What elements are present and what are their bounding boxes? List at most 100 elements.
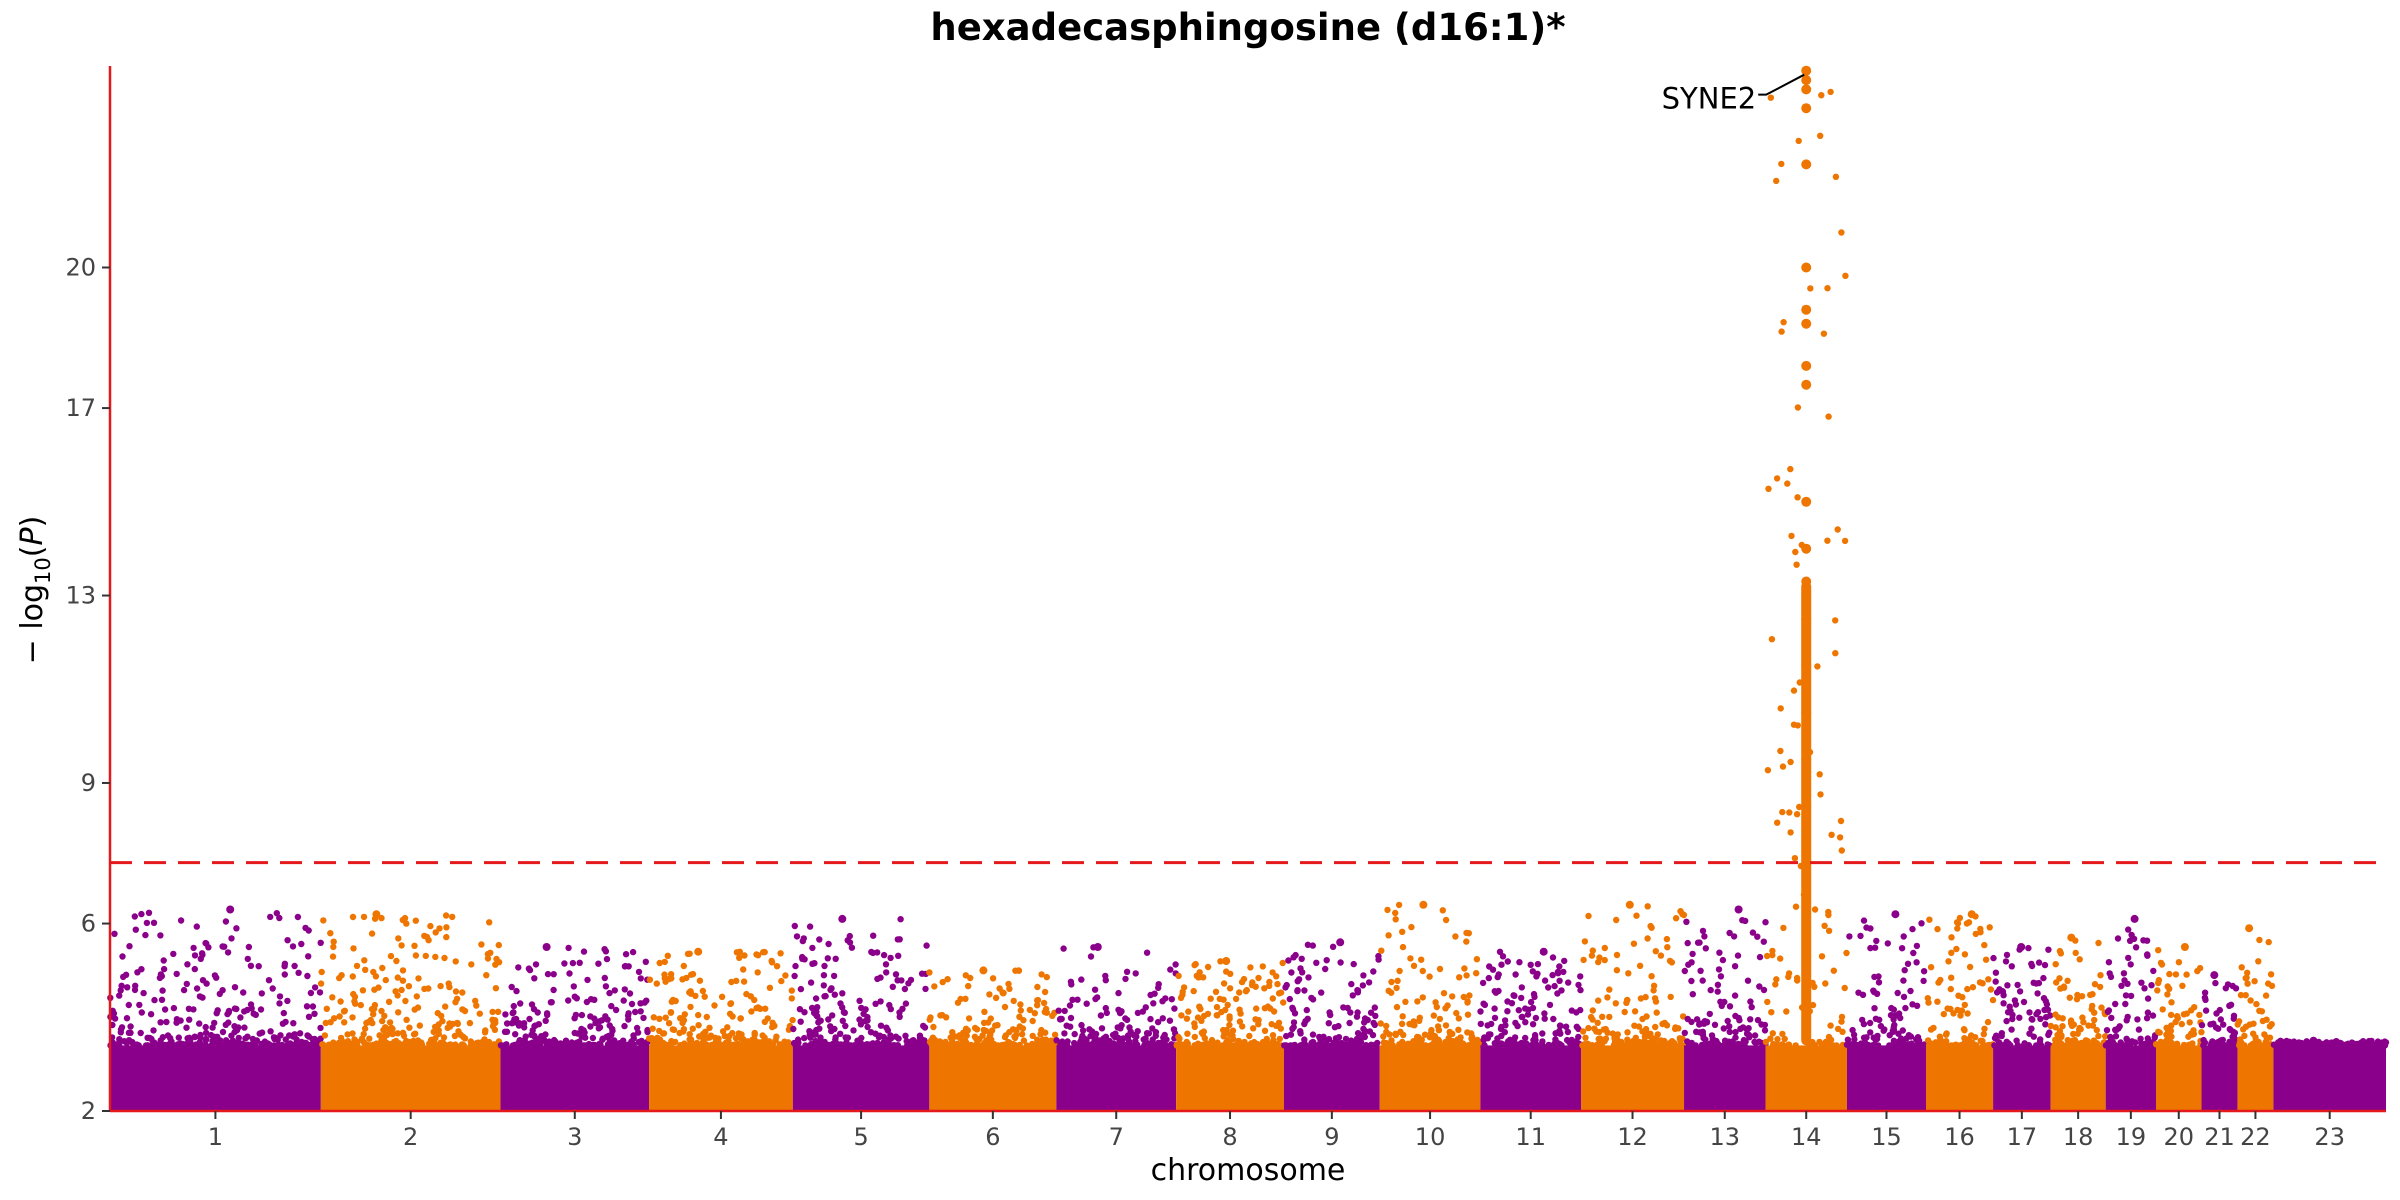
snp-point <box>629 948 637 956</box>
snp-point <box>937 1012 944 1019</box>
snp-point <box>307 989 315 997</box>
snp-top-point <box>2067 933 2076 942</box>
snp-point <box>2166 970 2173 978</box>
snp-point <box>718 1042 725 1049</box>
snp-point <box>661 958 668 966</box>
snp-point <box>922 985 929 993</box>
snp-point <box>2120 970 2128 977</box>
snp-point <box>1838 1013 1846 1021</box>
snp-point <box>1861 1040 1869 1048</box>
snp-point <box>2230 1032 2238 1039</box>
snp-point <box>901 985 909 993</box>
snp-point <box>544 970 552 978</box>
snp-point <box>1361 1015 1369 1022</box>
snp-point <box>622 951 630 958</box>
snp-top-point <box>372 910 381 919</box>
snp-point <box>686 1031 693 1038</box>
snp-point <box>1377 1020 1384 1027</box>
snp-point <box>885 1040 892 1047</box>
snp-point <box>701 993 708 1000</box>
snp-point <box>2000 1000 2007 1007</box>
snp-point <box>1698 1041 1706 1049</box>
snp-point <box>1760 938 1768 945</box>
snp-point <box>282 1018 289 1026</box>
snp-point <box>233 925 240 932</box>
snp-point <box>227 1039 234 1047</box>
snp-point <box>1809 1001 1817 1009</box>
snp-point <box>559 1041 566 1049</box>
snp-point <box>1601 956 1608 964</box>
snp-point <box>329 953 337 960</box>
snp-point <box>2025 1042 2033 1049</box>
snp-point <box>1985 976 1992 983</box>
snp-point <box>255 963 262 970</box>
chromosome-7-points <box>1053 943 1179 1111</box>
snp-point <box>242 1035 249 1042</box>
peak-point <box>1801 543 1812 554</box>
snp-point <box>2028 1025 2035 1032</box>
snp-point <box>492 1041 499 1048</box>
snp-point <box>150 1027 157 1034</box>
snp-point <box>1289 1006 1297 1013</box>
snp-point <box>327 1019 334 1026</box>
snp-point <box>1102 1004 1110 1012</box>
snp-point <box>1418 1036 1426 1044</box>
snp-point <box>1715 966 1723 973</box>
snp-point <box>322 1019 329 1027</box>
snp-point <box>1567 1040 1575 1048</box>
snp-point <box>1998 1032 2005 1040</box>
snp-point <box>1053 1037 1060 1044</box>
snp-point <box>366 1035 373 1042</box>
snp-point <box>222 918 230 925</box>
snp-point <box>1192 960 1199 968</box>
snp-point <box>2345 1040 2352 1048</box>
snp-point <box>1464 1042 1472 1049</box>
snp-point <box>827 986 834 994</box>
snp-point <box>902 1032 909 1040</box>
snp-point <box>1953 945 1960 953</box>
snp-point <box>202 1023 209 1031</box>
snp-point <box>632 1008 639 1016</box>
snp-point <box>1239 1023 1246 1030</box>
snp-point <box>120 973 127 981</box>
snp-point <box>1599 1013 1606 1020</box>
y-tick-label: 6 <box>81 910 96 938</box>
snp-point <box>1964 1010 1971 1017</box>
annotation-layer: SYNE2 <box>1662 73 1805 116</box>
snp-point <box>2122 1000 2129 1008</box>
snp-point <box>1604 1029 1611 1036</box>
snp-point <box>2102 1033 2109 1040</box>
snp-point <box>1577 1006 1584 1014</box>
snp-point <box>530 1005 538 1013</box>
snp-point <box>1827 88 1834 96</box>
snp-point <box>550 971 557 978</box>
snp-point <box>1767 94 1775 101</box>
snp-point <box>611 987 618 994</box>
snp-point <box>837 1030 844 1038</box>
snp-point <box>1529 1020 1537 1028</box>
snp-point <box>608 1002 615 1010</box>
snp-point <box>695 1021 702 1029</box>
snp-point <box>295 969 302 976</box>
snp-point <box>1261 985 1268 992</box>
snp-point <box>142 1042 150 1049</box>
snp-point <box>1948 949 1955 956</box>
snp-point <box>2220 1021 2227 1028</box>
snp-point <box>401 914 409 922</box>
snp-point <box>160 965 168 973</box>
snp-point <box>2090 1040 2097 1048</box>
snp-point <box>284 1042 291 1049</box>
snp-point <box>1389 1042 1397 1049</box>
snp-point <box>728 978 735 986</box>
snp-top-point <box>1336 938 1345 947</box>
snp-point <box>1430 1012 1438 1019</box>
snp-point <box>595 960 602 967</box>
snp-point <box>412 952 420 959</box>
snp-point <box>1866 1019 1874 1027</box>
chromosome-14-points <box>1762 66 1850 1111</box>
y-tick-label: 20 <box>65 254 96 282</box>
snp-point <box>394 1030 401 1037</box>
snp-point <box>788 987 795 994</box>
snp-point <box>883 969 890 976</box>
snp-point <box>703 1013 710 1021</box>
